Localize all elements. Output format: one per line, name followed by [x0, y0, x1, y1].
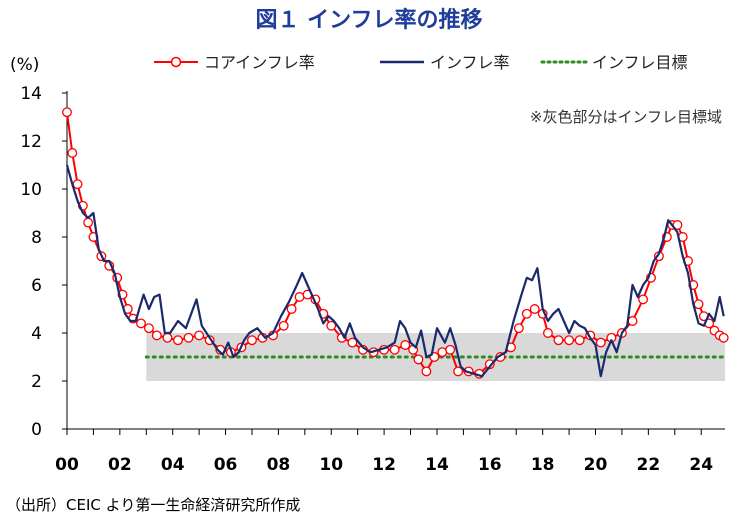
x-tick-label: 02	[108, 455, 132, 475]
series-core-point	[627, 316, 638, 326]
series-core-point	[421, 366, 432, 377]
series-core-point	[326, 320, 337, 331]
x-tick-label: 22	[637, 455, 661, 475]
series-core-point	[247, 335, 257, 346]
source-note: （出所）CEIC より第一生命経済研究所作成	[6, 496, 300, 514]
series-core-point	[437, 347, 448, 358]
series-core-point	[484, 359, 495, 370]
series-core-point	[83, 217, 94, 228]
series-core-point	[162, 332, 173, 343]
y-axis-unit: (%)	[10, 55, 39, 75]
x-tick-label: 04	[161, 455, 185, 475]
series-core-point	[529, 304, 540, 314]
x-tick-label: 06	[214, 455, 238, 475]
legend-core-marker	[170, 56, 182, 68]
series-core-point	[173, 335, 183, 346]
y-tick-label: 4	[31, 324, 42, 344]
series-core-point	[72, 179, 83, 190]
chart-title: 図１ インフレ率の推移	[256, 7, 483, 33]
series-core-point	[718, 332, 729, 343]
series-headline-line	[65, 164, 725, 378]
series-core-point	[574, 335, 585, 346]
y-tick-label: 12	[20, 132, 42, 152]
band-annotation: ※灰色部分はインフレ目標域	[530, 108, 722, 126]
series-core-point	[278, 320, 289, 331]
series-core-point	[400, 340, 411, 350]
series-core-point	[286, 304, 297, 314]
series-core-point	[521, 308, 532, 319]
y-tick-label: 2	[31, 372, 42, 392]
series-core-point	[453, 366, 464, 377]
x-tick-label: 00	[55, 455, 79, 475]
legend-target-label: インフレ目標	[592, 53, 688, 72]
x-tick-label: 12	[372, 455, 396, 475]
series-core-point	[595, 337, 606, 348]
legend-core-label: コアインフレ率	[204, 53, 315, 72]
series-core-point	[67, 148, 78, 158]
series-core-point	[143, 323, 154, 334]
series-core-point	[513, 323, 524, 334]
legend-item-core: コアインフレ率	[154, 53, 315, 72]
series-core-point	[693, 299, 704, 310]
series-core-point	[62, 107, 72, 118]
series-core-point	[553, 335, 564, 346]
series-core-point	[136, 318, 146, 329]
x-tick-label: 24	[689, 455, 713, 475]
series-core-point	[194, 330, 205, 341]
legend-headline-label: インフレ率	[430, 53, 510, 72]
legend: コアインフレ率 インフレ率 インフレ目標	[154, 53, 688, 72]
x-tick-label: 18	[531, 455, 555, 475]
series-core-point	[638, 294, 649, 305]
series-core-point	[389, 344, 400, 355]
series-core-point	[542, 328, 553, 338]
x-tick-label: 20	[584, 455, 608, 475]
series-core-point	[294, 292, 305, 302]
y-tick-label: 0	[31, 420, 42, 440]
legend-item-target: インフレ目標	[540, 53, 688, 72]
x-tick-label: 16	[478, 455, 502, 475]
y-tick-label: 6	[31, 276, 42, 296]
legend-item-headline: インフレ率	[380, 53, 510, 72]
x-tick-label: 14	[425, 455, 449, 475]
y-tick-label: 10	[20, 180, 42, 200]
series-core-point	[183, 332, 194, 343]
series-core-point	[151, 330, 162, 341]
series-core-point	[445, 344, 456, 355]
y-tick-label: 8	[31, 228, 42, 248]
series-core-point	[413, 354, 424, 365]
series-core-point	[347, 337, 358, 348]
series-core-point	[564, 335, 575, 346]
x-tick-label: 08	[267, 455, 291, 475]
y-tick-label: 14	[20, 84, 42, 104]
x-tick-label: 10	[319, 455, 343, 475]
